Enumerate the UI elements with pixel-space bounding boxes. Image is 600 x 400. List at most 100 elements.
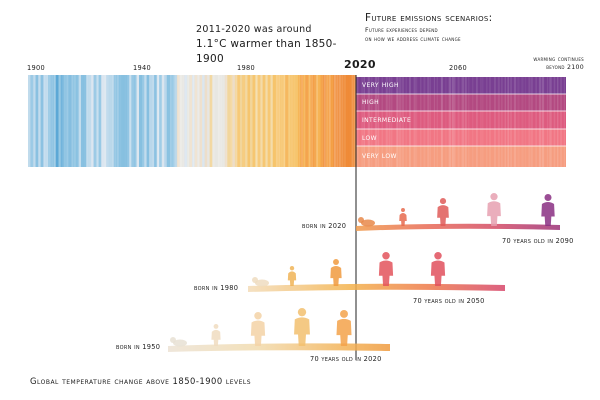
temperature-stripe: [96, 75, 100, 167]
band-texture-streak: [557, 77, 559, 167]
temperature-stripe: [75, 75, 80, 167]
scenario-label-low: low: [362, 133, 377, 142]
temperature-stripe: [139, 75, 143, 167]
temperature-stripe: [242, 75, 246, 167]
temperature-stripe: [116, 75, 120, 167]
baby-figure-1950: [173, 339, 187, 347]
band-texture-streak: [420, 77, 422, 167]
baby-figure-2020: [361, 219, 375, 227]
band-texture-streak: [452, 77, 454, 167]
temperature-stripe: [80, 75, 85, 167]
temperature-stripe: [295, 75, 299, 167]
band-texture-streak: [381, 77, 383, 167]
baby-figure-1980-head: [252, 277, 258, 283]
scenario-band-very-high: [356, 77, 566, 94]
temperature-stripe: [106, 75, 110, 167]
band-texture-streak: [401, 77, 404, 167]
temperature-stripe: [123, 75, 127, 167]
elder-figure-1950: [336, 318, 352, 346]
scenario-label-high: high: [362, 97, 380, 106]
child-figure-2020-head: [401, 208, 405, 212]
band-texture-streak: [448, 77, 452, 167]
child-figure-1980-head: [289, 266, 295, 271]
temperature-stripe: [40, 75, 44, 167]
temperature-stripe: [262, 75, 266, 167]
footer-caption: Global temperature change above 1850-190…: [30, 376, 252, 386]
temperature-stripe: [204, 75, 208, 167]
temperature-stripe: [330, 75, 334, 167]
temperature-stripe: [73, 75, 77, 167]
temperature-stripe: [164, 75, 168, 167]
temperature-stripe: [136, 75, 140, 167]
band-texture-streak: [398, 77, 402, 167]
temperature-stripe: [189, 75, 193, 167]
temperature-stripe: [282, 75, 286, 167]
temperature-stripe: [50, 75, 54, 167]
year-label-2060: 2060: [449, 64, 467, 72]
temperature-stripe: [154, 75, 158, 167]
temperature-stripe: [65, 75, 69, 167]
temperature-stripe: [303, 75, 307, 167]
temperature-stripe: [176, 75, 180, 167]
band-texture-streak: [370, 77, 373, 167]
scenario-band-very-low: [356, 146, 566, 167]
year-label-1900: 1900: [27, 64, 45, 72]
temperature-stripe: [217, 75, 221, 167]
temperature-stripe: [131, 75, 135, 167]
scenarios-subtitle: Future experiences depend on how we addr…: [365, 27, 461, 44]
temperature-stripe: [186, 75, 191, 167]
band-texture-streak: [531, 77, 533, 167]
temperature-stripe: [78, 75, 82, 167]
band-texture-streak: [541, 77, 545, 167]
temperature-stripe: [229, 75, 233, 167]
band-texture-streak: [472, 77, 474, 167]
temperature-stripe: [151, 75, 155, 167]
temperature-stripe: [98, 75, 102, 167]
temperature-stripe: [310, 75, 314, 167]
band-texture-streak: [454, 77, 456, 167]
band-texture-streak: [528, 77, 531, 167]
temperature-stripe: [111, 75, 115, 167]
temperature-stripe: [28, 75, 32, 167]
temperature-stripe: [338, 75, 342, 167]
year-label-1980: 1980: [237, 64, 255, 72]
scenario-label-very-low: very low: [362, 151, 397, 160]
teen-figure-2020: [437, 205, 449, 226]
scenarios-subtitle-line2: on how we address climate change: [365, 35, 461, 43]
temperature-stripe: [300, 75, 304, 167]
temperature-stripe: [290, 75, 294, 167]
temperature-stripe: [58, 75, 62, 167]
band-texture-streak: [501, 77, 503, 167]
temperature-stripe: [270, 75, 274, 167]
temperature-stripe: [199, 75, 203, 167]
band-texture-streak: [535, 77, 537, 167]
teen-figure-1950: [250, 320, 266, 346]
adult-figure-1950-head: [297, 308, 307, 317]
temperature-stripe: [171, 75, 175, 167]
temperature-stripe: [144, 75, 148, 167]
temperature-stripe: [68, 75, 72, 167]
band-texture-streak: [445, 77, 447, 167]
temperature-stripe: [53, 75, 57, 167]
temperature-stripe: [275, 75, 279, 167]
scenario-band-intermediate: [356, 111, 566, 129]
elder-figure-2020: [541, 202, 555, 226]
temperature-stripe: [166, 75, 170, 167]
band-texture-streak: [538, 77, 541, 167]
temperature-stripe: [224, 75, 228, 167]
band-texture-streak: [482, 77, 484, 167]
band-texture-streak: [553, 77, 556, 167]
temperature-stripe: [325, 75, 329, 167]
temperature-stripe: [103, 75, 107, 167]
temperature-stripe: [333, 75, 337, 167]
temperature-stripe: [250, 75, 254, 167]
year-label-2020: 2020: [344, 58, 376, 71]
temperature-stripe: [252, 75, 256, 167]
baby-figure-1980: [255, 279, 269, 287]
band-texture-streak: [413, 77, 416, 167]
band-texture-streak: [423, 77, 426, 167]
timeline-stroke-1980: [248, 283, 505, 292]
band-texture-streak: [415, 77, 418, 167]
temperature-stripe: [33, 75, 37, 167]
temperature-stripe: [244, 75, 249, 167]
